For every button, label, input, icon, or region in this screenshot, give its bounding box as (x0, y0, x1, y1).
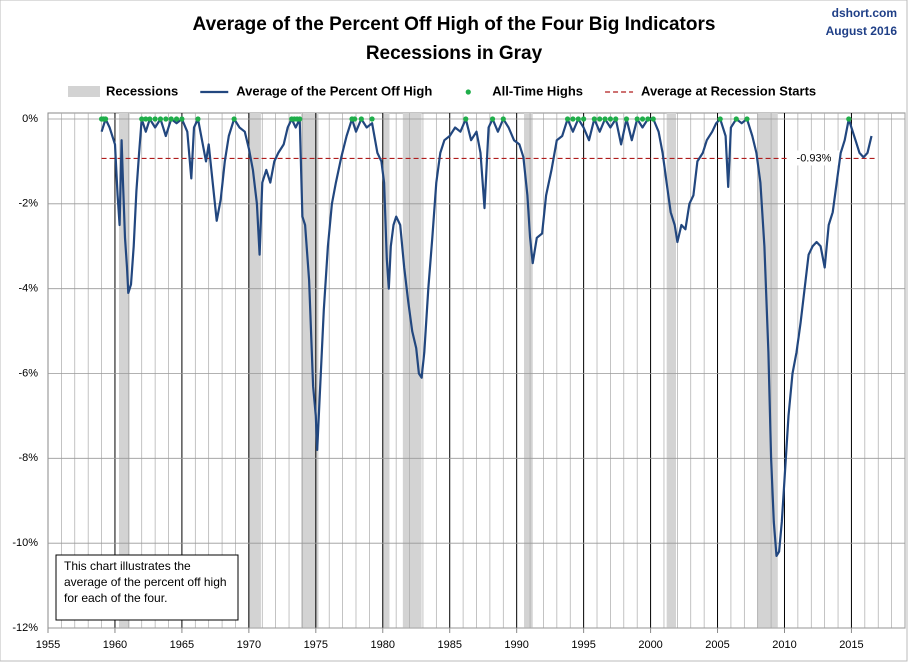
all-time-high-dot (489, 116, 496, 122)
all-time-high-dot (173, 116, 180, 122)
y-tick-label: -10% (12, 537, 38, 549)
x-tick-label: 1990 (504, 639, 528, 651)
recession-band (524, 113, 533, 628)
recession-band (118, 113, 130, 628)
x-tick-label: 1955 (36, 639, 60, 651)
x-tick-label: 1965 (170, 639, 194, 651)
all-time-high-dot (564, 116, 571, 122)
x-tick-label: 1960 (103, 639, 127, 651)
y-tick-label: -4% (18, 283, 38, 295)
all-time-high-dot (602, 116, 608, 122)
x-tick-label: 2010 (772, 639, 796, 651)
all-time-high-dot (152, 116, 158, 122)
y-tick-label: -8% (18, 452, 38, 464)
all-time-high-dot (591, 116, 597, 122)
all-time-high-dot (139, 116, 145, 122)
all-time-high-dot (607, 116, 614, 122)
recession-band (402, 113, 422, 628)
recession-band (248, 113, 261, 628)
all-time-high-dot (613, 116, 619, 122)
y-tick-label: -12% (12, 622, 38, 634)
x-tick-label: 1975 (304, 639, 328, 651)
all-time-high-dot (297, 116, 303, 122)
recession-band (382, 113, 390, 628)
all-time-high-dot (168, 116, 174, 122)
recession-band (666, 113, 677, 628)
all-time-high-dot (645, 116, 651, 122)
all-time-high-dot (179, 116, 185, 122)
x-tick-label: 2015 (839, 639, 863, 651)
x-tick-label: 1985 (437, 639, 461, 651)
reference-label-bg (787, 150, 840, 166)
all-time-high-dot (143, 116, 149, 122)
all-time-high-dot (846, 116, 852, 122)
all-time-high-dot (231, 116, 237, 122)
all-time-high-dot (570, 116, 576, 122)
y-tick-label: 0% (22, 113, 38, 125)
all-time-high-dot (500, 116, 506, 122)
all-time-high-dot (639, 116, 646, 122)
legend-label: Average at Recession Starts (641, 83, 816, 98)
source: dshort.com (832, 6, 897, 20)
all-time-high-dot (575, 116, 581, 122)
all-time-high-dot (733, 116, 739, 122)
legend-swatch (465, 89, 471, 95)
all-time-high-dot (102, 116, 109, 122)
date: August 2016 (826, 24, 898, 38)
all-time-high-dot (597, 116, 603, 122)
x-tick-label: 1980 (371, 639, 395, 651)
all-time-high-dot (195, 116, 201, 122)
all-time-high-dot (163, 116, 169, 122)
all-time-high-dot (147, 116, 153, 122)
x-tick-label: 1970 (237, 639, 261, 651)
all-time-high-dot (358, 116, 364, 122)
all-time-high-dot (744, 116, 750, 122)
y-tick-label: -6% (18, 367, 38, 379)
all-time-high-dot (157, 116, 164, 122)
all-time-high-dot (352, 116, 358, 122)
annotation-text: This chart illustrates the average of the… (64, 559, 227, 605)
annotation: This chart illustrates the average of the… (55, 554, 239, 621)
x-tick-label: 2000 (638, 639, 662, 651)
all-time-high-dot (369, 116, 375, 122)
chart-subtitle: Recessions in Gray (366, 43, 543, 64)
all-time-high-dot (634, 116, 640, 122)
x-tick-label: 1995 (571, 639, 595, 651)
all-time-high-dot (463, 116, 469, 122)
all-time-high-dot (717, 116, 723, 122)
chart-title: Average of the Percent Off High of the F… (193, 14, 716, 35)
x-tick-label: 2005 (705, 639, 729, 651)
legend-label: Average of the Percent Off High (236, 83, 432, 98)
legend-label: Recessions (106, 83, 178, 98)
annotation-box (55, 554, 239, 621)
all-time-high-dot (581, 116, 587, 122)
y-tick-label: -2% (18, 198, 38, 210)
data-line (100, 117, 873, 557)
legend-swatch (68, 86, 100, 97)
all-time-high-dot (623, 116, 630, 122)
reference-label: -0.93% (797, 152, 832, 164)
legend-label: All-Time Highs (492, 83, 583, 98)
all-time-high-dot (650, 116, 656, 122)
